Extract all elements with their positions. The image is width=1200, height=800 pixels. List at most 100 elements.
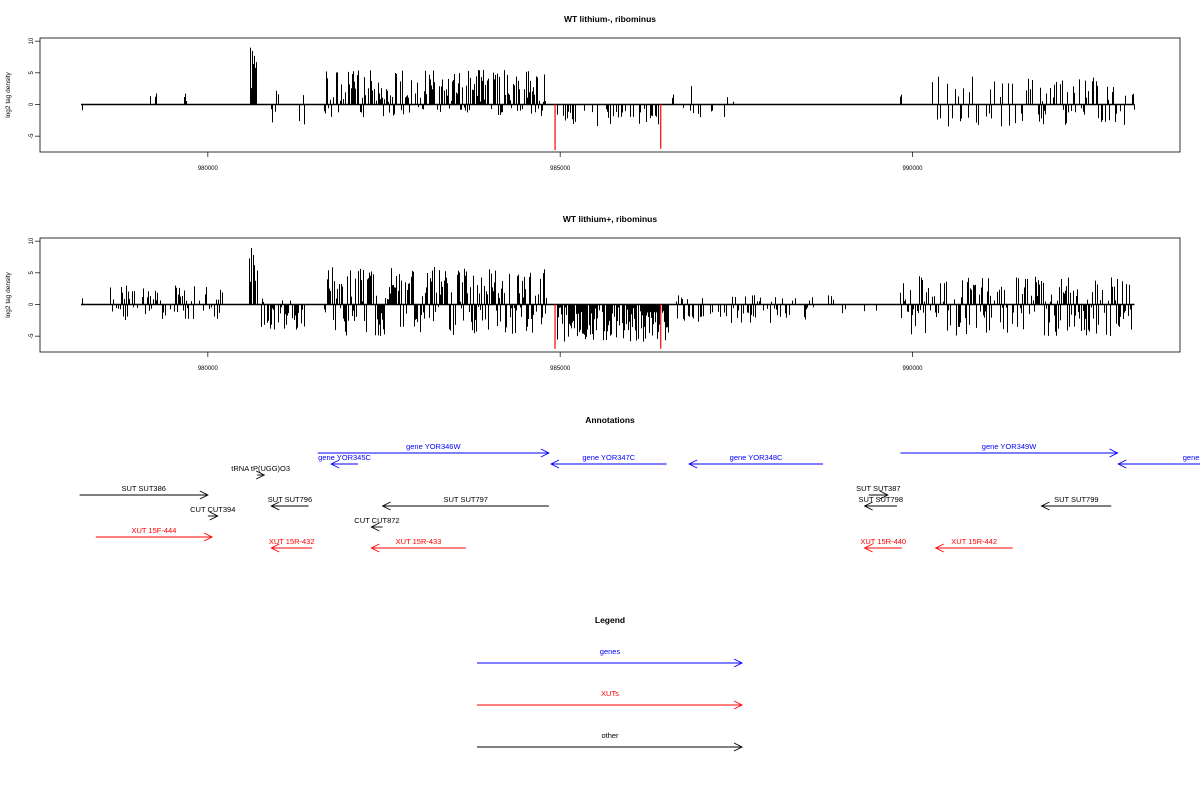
x-tick-label: 990000 xyxy=(902,366,923,372)
annotation-feature: gene YOR345C xyxy=(318,453,372,469)
feature-arrow-head xyxy=(370,522,380,532)
y-tick-label: 0 xyxy=(29,302,35,306)
annotation-features: gene YOR346W gene YOR345C gene YOR347C gene… xyxy=(79,442,1200,553)
feature-label: SUT SUT387 xyxy=(856,484,900,493)
coverage-panel-lithium-plus: WT lithium+, ribominus 10 5 0 -5 log2 tag den… xyxy=(5,214,1181,372)
feature-arrow-head xyxy=(199,490,209,500)
chart-title: WT lithium-, ribominus xyxy=(564,14,656,24)
plot-frame xyxy=(39,237,1181,353)
annotation-feature: gene YOR347C xyxy=(550,453,667,469)
annotation-feature: gene YOR346W xyxy=(317,442,550,458)
feature-arrow-head xyxy=(270,543,280,553)
chart-title: WT lithium+, ribominus xyxy=(563,214,657,224)
feature-arrow-head xyxy=(203,532,214,542)
feature-arrow-head xyxy=(1117,459,1127,469)
annotation-feature: XUT 15R-440 xyxy=(860,537,906,553)
feature-arrow-head xyxy=(540,448,550,458)
annotation-feature: gene YOR349W xyxy=(900,442,1119,458)
annotation-feature: CUT CUT394 xyxy=(190,505,235,521)
legend-title: Legend xyxy=(595,615,625,625)
x-tick-label: 985000 xyxy=(550,366,571,372)
feature-arrow-head xyxy=(863,501,873,511)
feature-label: gene YOR350C xyxy=(1183,453,1200,462)
feature-arrow-head xyxy=(688,459,698,469)
legend-arrow-head xyxy=(733,658,744,668)
feature-arrow-head xyxy=(209,511,219,521)
feature-arrow-head xyxy=(270,501,280,511)
feature-label: gene YOR348C xyxy=(730,453,783,462)
coverage-panel-lithium-minus: WT lithium-, ribominus 10 5 0 -5 log2 tag den… xyxy=(5,14,1181,172)
feature-label: SUT SUT799 xyxy=(1054,495,1098,504)
legend-items: genes XUTs other xyxy=(477,647,744,752)
annotation-feature: XUT 15R-432 xyxy=(269,537,315,553)
feature-label: SUT SUT797 xyxy=(444,495,488,504)
feature-label: gene YOR349W xyxy=(982,442,1037,451)
y-tick-label: 0 xyxy=(29,102,35,106)
annotation-feature: SUT SUT387 xyxy=(856,484,901,500)
y-tick-label: 5 xyxy=(29,71,35,75)
legend-arrow-head xyxy=(733,742,744,752)
coverage-bars xyxy=(82,247,1132,342)
y-tick-label: 10 xyxy=(29,37,35,44)
annotation-feature: gene YOR348C xyxy=(688,453,824,469)
y-tick-label: -5 xyxy=(29,133,35,139)
legend-item-genes: genes xyxy=(477,647,744,668)
x-tick-label: 980000 xyxy=(198,166,219,172)
feature-label: tRNA tP(UGG)O3 xyxy=(231,464,290,473)
x-tick-label: 990000 xyxy=(902,166,923,172)
annotation-feature: gene YOR350C xyxy=(1117,453,1200,469)
feature-label: XUT 15R-440 xyxy=(860,537,906,546)
feature-label: CUT CUT394 xyxy=(190,505,235,514)
annotation-feature: XUT 15R-442 xyxy=(934,537,1013,553)
feature-arrow-head xyxy=(370,543,380,553)
annotation-feature: XUT 15F-444 xyxy=(95,526,214,542)
feature-label: gene YOR346W xyxy=(406,442,461,451)
feature-label: XUT 15R-432 xyxy=(269,537,315,546)
y-axis-label: log2 tag density xyxy=(5,271,12,317)
feature-label: XUT 15R-442 xyxy=(951,537,997,546)
legend-item-xuts: XUTs xyxy=(477,689,744,710)
annotations-title: Annotations xyxy=(585,415,635,425)
y-axis-label: log2 tag density xyxy=(5,71,12,117)
feature-arrow-head xyxy=(1040,501,1050,511)
annotation-feature: XUT 15R-433 xyxy=(370,537,466,553)
feature-label: XUT 15R-433 xyxy=(396,537,442,546)
legend-label: genes xyxy=(600,647,621,656)
annotation-feature: SUT SUT797 xyxy=(381,495,549,511)
feature-arrow-head xyxy=(863,543,873,553)
feature-arrow-head xyxy=(256,470,266,480)
legend-item-other: other xyxy=(477,731,744,752)
annotation-feature: CUT CUT872 xyxy=(354,516,400,532)
feature-arrow-head xyxy=(934,543,944,553)
feature-arrow-head xyxy=(330,459,340,469)
feature-label: gene YOR345C xyxy=(318,453,371,462)
feature-arrow-head xyxy=(550,459,560,469)
annotation-feature: SUT SUT796 xyxy=(268,495,312,511)
feature-label: SUT SUT386 xyxy=(121,484,165,493)
legend-arrow-head xyxy=(733,700,744,710)
x-tick-label: 980000 xyxy=(198,366,219,372)
annotation-feature: SUT SUT799 xyxy=(1040,495,1112,511)
feature-arrow-head xyxy=(879,490,889,500)
y-tick-label: 10 xyxy=(29,237,35,244)
x-tick-label: 985000 xyxy=(550,166,571,172)
feature-label: CUT CUT872 xyxy=(354,516,399,525)
feature-label: XUT 15F-444 xyxy=(131,526,176,535)
annotation-feature: tRNA tP(UGG)O3 xyxy=(231,464,290,480)
legend-label: other xyxy=(601,731,619,740)
annotation-feature: SUT SUT386 xyxy=(79,484,209,500)
plot-frame xyxy=(39,37,1181,153)
y-tick-label: -5 xyxy=(29,333,35,339)
feature-label: SUT SUT796 xyxy=(268,495,312,504)
feature-label: gene YOR347C xyxy=(582,453,635,462)
legend-panel: Legend genes XUTs other xyxy=(477,615,744,752)
legend-label: XUTs xyxy=(601,689,619,698)
coverage-bars xyxy=(82,47,1135,127)
feature-label: SUT SUT798 xyxy=(859,495,903,504)
annotation-feature: SUT SUT798 xyxy=(859,495,903,511)
y-tick-label: 5 xyxy=(29,271,35,275)
feature-arrow-head xyxy=(381,501,391,511)
feature-arrow-head xyxy=(1109,448,1119,458)
